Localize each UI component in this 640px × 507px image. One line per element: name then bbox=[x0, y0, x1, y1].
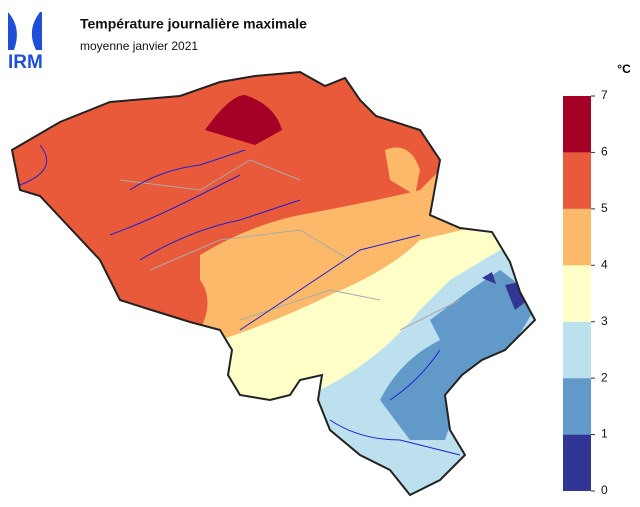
legend-tick-label: 6 bbox=[601, 145, 608, 159]
legend-swatch bbox=[563, 96, 591, 153]
map bbox=[12, 72, 535, 495]
legend-swatch bbox=[563, 265, 591, 322]
legend-tick-label: 3 bbox=[601, 314, 608, 328]
legend-swatch bbox=[563, 378, 591, 435]
legend-swatch bbox=[563, 434, 591, 491]
subtitle: moyenne janvier 2021 bbox=[80, 39, 198, 53]
legend-swatch bbox=[563, 152, 591, 209]
title: Température journalière maximale bbox=[80, 16, 307, 32]
legend-tick-label: 0 bbox=[601, 483, 608, 497]
legend: °C 0 1 2 3 4 5 6 7 bbox=[563, 62, 631, 497]
legend-swatch bbox=[563, 321, 591, 379]
legend-unit: °C bbox=[617, 62, 631, 76]
legend-tick-label: 5 bbox=[601, 201, 608, 215]
legend-tick-label: 2 bbox=[601, 370, 608, 384]
legend-tick-label: 1 bbox=[601, 427, 608, 441]
logo-text: IRM bbox=[8, 52, 43, 73]
legend-tick-label: 4 bbox=[601, 257, 608, 271]
legend-swatch bbox=[563, 208, 591, 266]
legend-tick-label: 7 bbox=[601, 88, 608, 102]
logo: IRM bbox=[8, 12, 43, 73]
